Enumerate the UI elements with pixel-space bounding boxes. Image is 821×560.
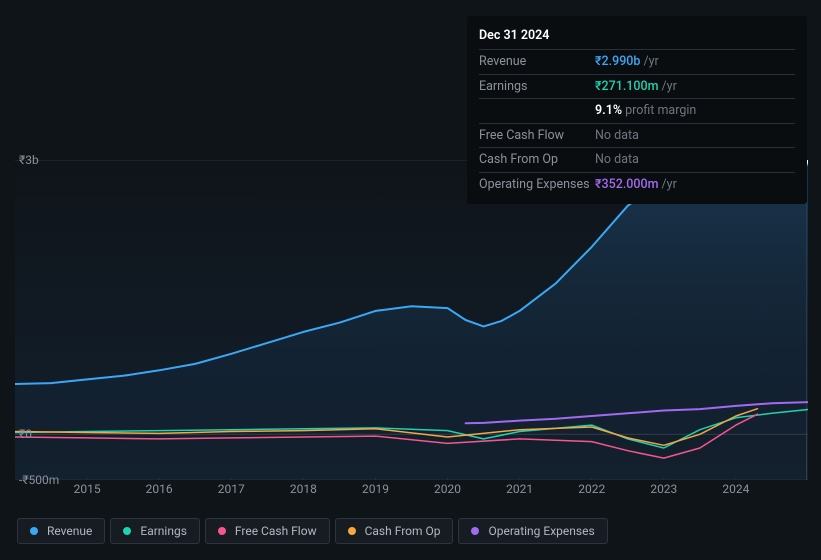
tooltip-row: Revenue₹2.990b/yr: [479, 49, 795, 74]
x-axis-label: 2022: [578, 482, 605, 496]
tooltip-label: Free Cash Flow: [479, 127, 595, 145]
tooltip-value: ₹352.000m/yr: [595, 176, 677, 194]
legend-dot-icon: [471, 527, 479, 535]
x-axis-label: 2023: [650, 482, 677, 496]
x-axis-label: 2015: [74, 482, 101, 496]
legend-item-operating-expenses[interactable]: Operating Expenses: [458, 518, 607, 544]
tooltip-label: Revenue: [479, 53, 595, 71]
legend-dot-icon: [218, 527, 226, 535]
tooltip-value: 9.1%profit margin: [595, 102, 696, 120]
legend-item-revenue[interactable]: Revenue: [17, 518, 105, 544]
y-axis-label: ₹3b: [19, 153, 31, 167]
tooltip-label: Operating Expenses: [479, 176, 595, 194]
tooltip-row: 9.1%profit margin: [479, 98, 795, 123]
tooltip-row: Earnings₹271.100m/yr: [479, 74, 795, 99]
tooltip-value: No data: [595, 151, 639, 169]
tooltip-label: [479, 102, 595, 120]
legend-label: Revenue: [47, 524, 92, 538]
tooltip-date: Dec 31 2024: [479, 24, 795, 49]
legend-item-cash-from-op[interactable]: Cash From Op: [335, 518, 454, 544]
chart-legend: Revenue Earnings Free Cash Flow Cash From O…: [17, 518, 608, 544]
x-axis-label: 2020: [434, 482, 461, 496]
tooltip-value: ₹271.100m/yr: [595, 78, 677, 96]
tooltip-row: Free Cash FlowNo data: [479, 123, 795, 148]
chart-canvas: [15, 160, 808, 480]
tooltip-value: ₹2.990b/yr: [595, 53, 659, 71]
legend-item-free-cash-flow[interactable]: Free Cash Flow: [205, 518, 330, 544]
financials-chart[interactable]: ₹3b₹0-₹500m: [15, 160, 808, 480]
x-axis-label: 2018: [290, 482, 317, 496]
x-axis-label: 2017: [218, 482, 245, 496]
tooltip-value: No data: [595, 127, 639, 145]
tooltip-row: Operating Expenses₹352.000m/yr: [479, 172, 795, 197]
x-axis-label: 2019: [362, 482, 389, 496]
x-axis-label: 2021: [506, 482, 533, 496]
tooltip-label: Cash From Op: [479, 151, 595, 169]
x-axis: 2015 2016 2017 2018 2019 2020 2021 2022 2023 2024: [15, 482, 806, 498]
chart-tooltip: Dec 31 2024 Revenue₹2.990b/yrEarnings₹27…: [467, 16, 807, 204]
legend-dot-icon: [30, 527, 38, 535]
legend-label: Operating Expenses: [488, 524, 594, 538]
x-axis-label: 2016: [146, 482, 173, 496]
tooltip-row: Cash From OpNo data: [479, 147, 795, 172]
legend-dot-icon: [348, 527, 356, 535]
legend-label: Cash From Op: [365, 524, 441, 538]
legend-label: Earnings: [140, 524, 187, 538]
legend-dot-icon: [123, 527, 131, 535]
legend-item-earnings[interactable]: Earnings: [110, 518, 200, 544]
x-axis-label: 2024: [722, 482, 749, 496]
y-axis-label: ₹0: [19, 427, 31, 441]
tooltip-label: Earnings: [479, 78, 595, 96]
legend-label: Free Cash Flow: [235, 524, 317, 538]
